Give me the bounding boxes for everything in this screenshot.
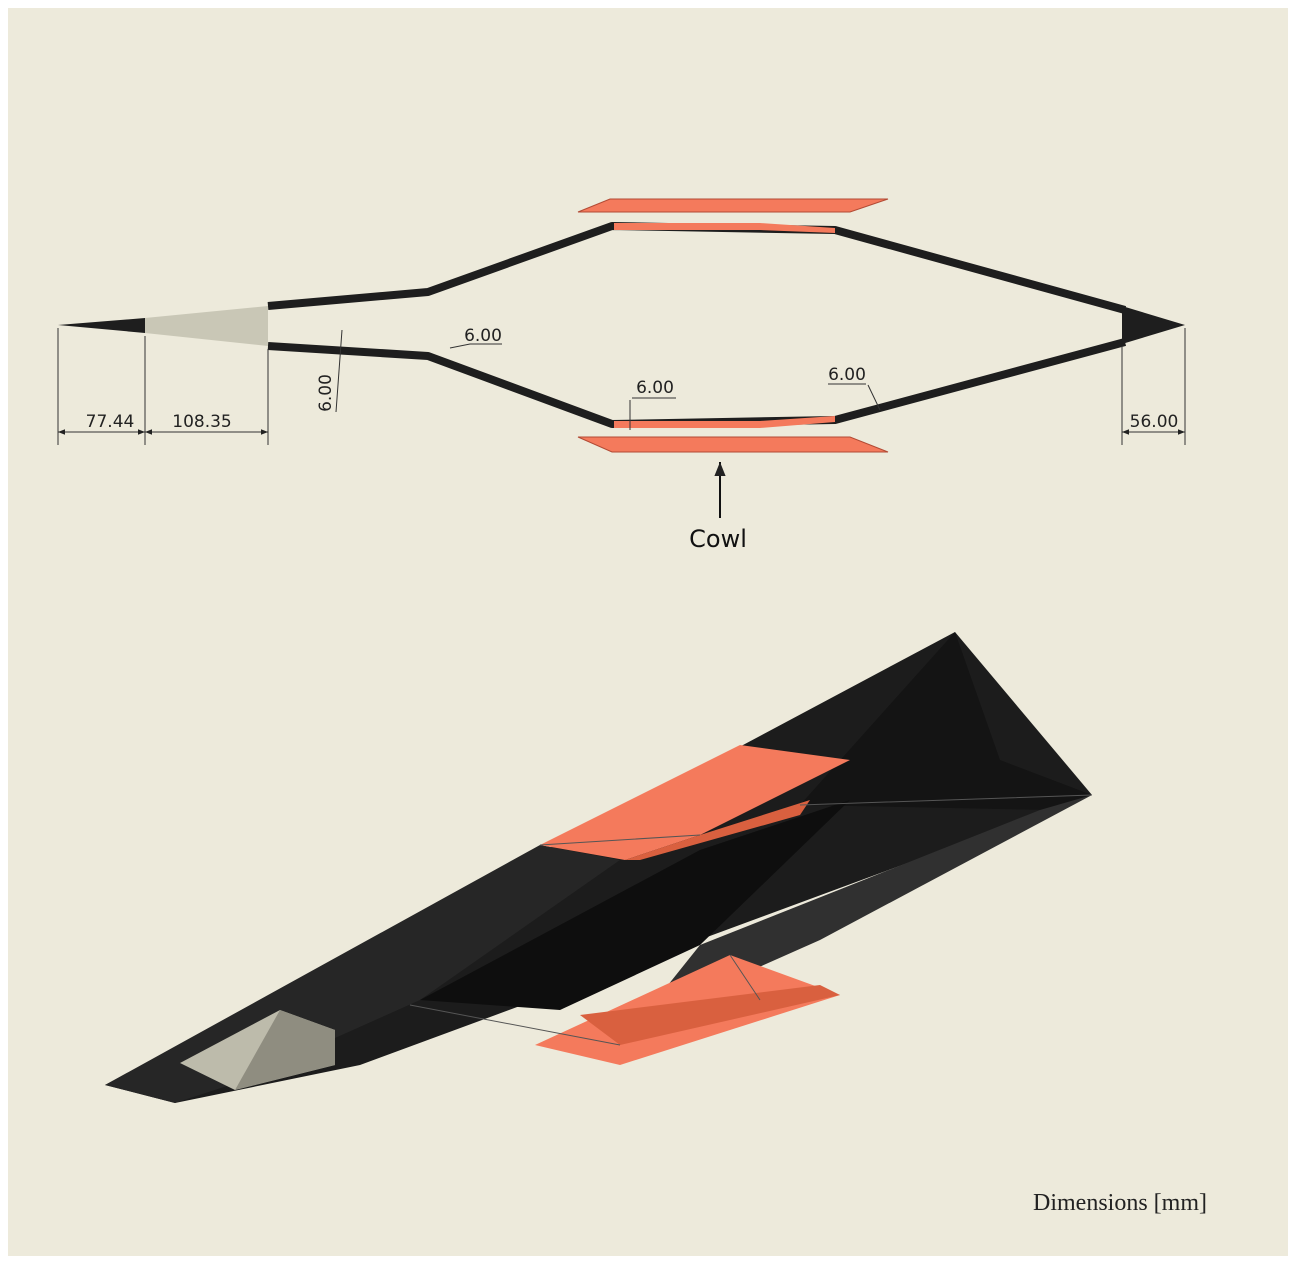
dimension-label: 77.44 [86,412,135,432]
lower-cowl-edge [580,985,840,1045]
upper-cowl-3d [540,745,850,860]
extension-lines [57,328,1186,445]
units-note: Dimensions [mm] [1033,1190,1207,1216]
nose-tip [58,318,145,333]
isometric-view [105,632,1093,1103]
lower-cowl [577,436,889,453]
edges [409,794,1093,1046]
nose-insert-side [235,1010,335,1090]
dimension-label: 56.00 [1130,412,1179,432]
dimension-label: 6.00 [828,365,866,385]
dimension-label: 108.35 [172,412,231,432]
dimension-label: 6.00 [636,378,674,398]
lower-liner [614,416,835,428]
upper-wall [267,222,1127,314]
section-view: 77.44 108.35 56.00 6.00 6.00 6.00 6.00 C… [57,198,1186,553]
upper-liner [614,223,835,233]
callout-label: Cowl [689,525,747,553]
dimension-label: 6.00 [464,326,502,346]
lower-wall [267,338,1127,428]
nose-insert [145,306,268,346]
tail-tip [1122,306,1185,344]
thickness-leaders [335,329,881,430]
dimension-label: 6.00 [316,374,336,412]
tail-flare [800,632,1092,810]
inlet [420,800,850,1010]
upper-cowl-edge [625,800,810,860]
upper-cowl [577,198,889,213]
